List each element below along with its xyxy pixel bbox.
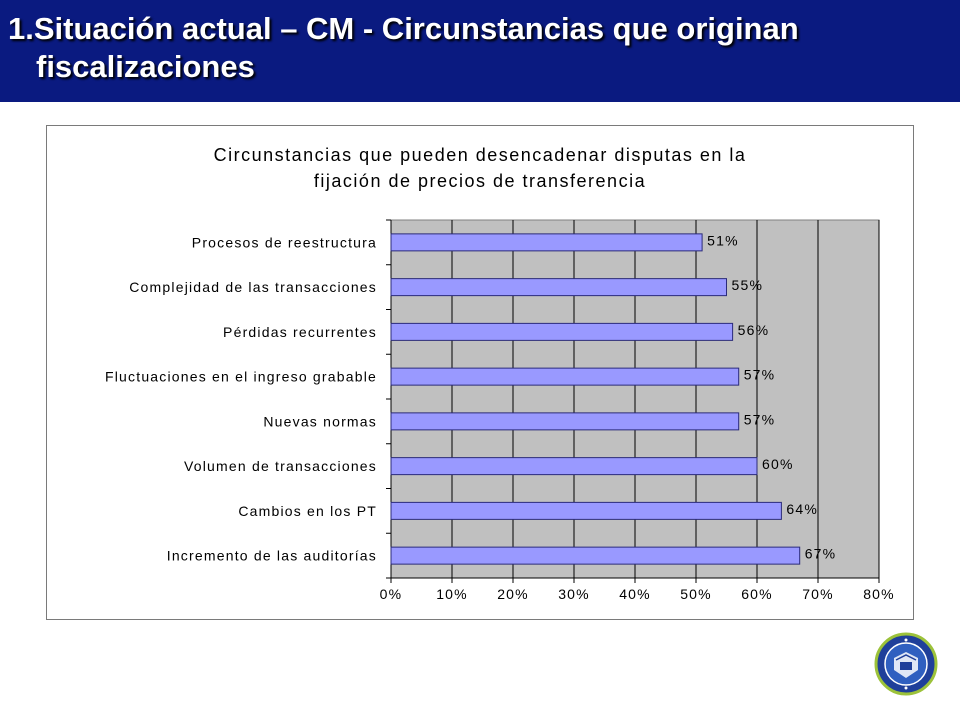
value-label: 57% xyxy=(744,367,776,383)
x-tick-label: 0% xyxy=(380,586,403,602)
x-tick-label: 40% xyxy=(619,586,651,602)
chart-title-line: Circunstancias que pueden desencadenar d… xyxy=(214,145,747,165)
value-label: 55% xyxy=(732,277,764,293)
x-tick-label: 10% xyxy=(436,586,468,602)
bar xyxy=(390,457,758,476)
category-label: Pérdidas recurrentes xyxy=(223,324,377,340)
bar xyxy=(390,367,740,386)
page-title-line-2: fiscalizaciones xyxy=(36,49,255,84)
value-label: 57% xyxy=(744,411,776,427)
organization-seal-icon xyxy=(874,632,938,696)
value-label: 60% xyxy=(762,456,794,472)
x-tick-label: 60% xyxy=(741,586,773,602)
x-tick-label: 50% xyxy=(680,586,712,602)
bar xyxy=(390,278,727,297)
x-tick-label: 80% xyxy=(863,586,895,602)
bar-chart: Circunstancias que pueden desencadenar d… xyxy=(105,145,895,602)
value-label: 51% xyxy=(707,232,739,248)
bar xyxy=(390,546,801,565)
value-label: 64% xyxy=(786,501,818,517)
chart-frame: Circunstancias que pueden desencadenar d… xyxy=(46,125,914,620)
bar xyxy=(390,501,782,520)
page-title: 1.Situación actual – CM - Circunstancias… xyxy=(8,10,938,86)
header-bar: 1.Situación actual – CM - Circunstancias… xyxy=(0,0,960,102)
category-label: Volumen de transacciones xyxy=(184,458,377,474)
category-label: Nuevas normas xyxy=(263,413,377,429)
bar xyxy=(390,233,703,252)
value-label: 67% xyxy=(805,546,837,562)
value-label: 56% xyxy=(738,322,770,338)
chart-title-line: fijación de precios de transferencia xyxy=(314,171,646,191)
category-label: Procesos de reestructura xyxy=(192,234,377,250)
x-tick-label: 30% xyxy=(558,586,590,602)
category-label: Complejidad de las transacciones xyxy=(129,279,377,295)
category-label: Cambios en los PT xyxy=(238,503,377,519)
category-label: Fluctuaciones en el ingreso grabable xyxy=(105,369,377,385)
x-tick-label: 70% xyxy=(802,586,834,602)
category-label: Incremento de las auditorías xyxy=(167,548,377,564)
bar xyxy=(390,412,740,431)
page-title-line-1: 1.Situación actual – CM - Circunstancias… xyxy=(8,11,799,46)
x-tick-label: 20% xyxy=(497,586,529,602)
bar xyxy=(390,322,734,341)
